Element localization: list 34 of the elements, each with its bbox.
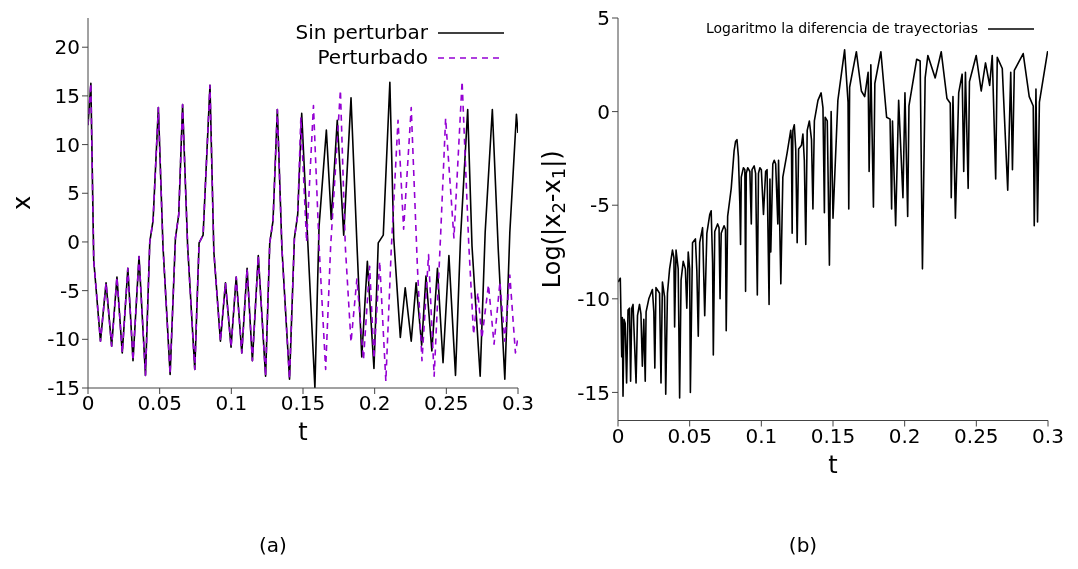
y-tick-label: -5 (60, 278, 80, 303)
x-tick-label: 0.25 (954, 423, 999, 448)
y-tick-label: -15 (47, 376, 80, 401)
y-tick-label: 0 (67, 230, 80, 255)
x-axis-title: t (298, 418, 308, 446)
line-series (618, 49, 1048, 399)
x-tick-label: 0.05 (137, 391, 182, 416)
y-tick-label: 0 (597, 99, 610, 124)
x-tick-label: 0.3 (1032, 423, 1064, 448)
y-tick-label: 5 (597, 6, 610, 31)
y-tick-label: -10 (577, 286, 610, 311)
x-tick-label: 0.1 (215, 391, 248, 416)
x-tick-label: 0.2 (358, 391, 391, 416)
legend-label: Perturbado (317, 45, 428, 70)
y-tick-label: 5 (67, 181, 80, 206)
x-tick-label: 0.25 (424, 391, 469, 416)
text: (b) (787, 533, 819, 557)
y-axis-title: x (8, 195, 36, 211)
legend-label: Logaritmo la diferencia de trayectorias (705, 20, 978, 38)
y-tick-label: 15 (54, 83, 80, 108)
legend-label: Sin perturbar (295, 20, 428, 45)
text: (a) (258, 533, 288, 557)
x-tick-label: 0.1 (745, 423, 778, 448)
y-tick-label: 20 (54, 35, 80, 60)
x-tick-label: 0.3 (502, 391, 534, 416)
x-tick-label: 0.05 (667, 423, 712, 448)
y-tick-label: -5 (590, 193, 610, 218)
y-tick-label: -10 (47, 327, 80, 352)
x-axis-title: t (828, 450, 838, 479)
y-tick-label: 10 (54, 132, 80, 157)
x-tick-label: 0.15 (810, 423, 856, 448)
y-tick-label: -15 (577, 380, 610, 405)
x-tick-label: 0.2 (888, 423, 921, 448)
x-tick-label: 0.15 (280, 391, 326, 416)
